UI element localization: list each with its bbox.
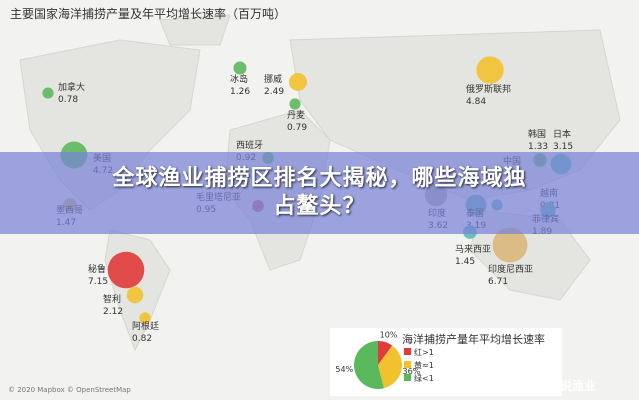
country-name: 阿根廷 xyxy=(132,320,159,332)
banner-line: 占鳌头？ xyxy=(273,194,366,219)
legend-swatch xyxy=(404,348,411,355)
pie-slice xyxy=(378,345,403,389)
pie-label: 36% xyxy=(403,367,421,376)
country-name: 冰岛 xyxy=(230,73,248,85)
bubble xyxy=(476,56,504,84)
country-name: 秘鲁 xyxy=(88,263,106,275)
legend-item: 红>1 xyxy=(414,347,434,357)
country-name: 印度尼西亚 xyxy=(488,263,533,275)
country-value: 2.12 xyxy=(103,307,123,317)
watermark: 搜狐号@数说渔业 xyxy=(500,378,596,393)
country-value: 0.82 xyxy=(132,334,152,344)
bubble xyxy=(233,61,247,75)
country-value: 1.45 xyxy=(455,257,475,267)
legend-item: 绿<1 xyxy=(414,374,434,383)
country-value: 0.78 xyxy=(58,95,78,105)
bubble xyxy=(139,312,151,324)
country-value: 3.15 xyxy=(553,142,573,152)
country-value: 1.26 xyxy=(230,87,250,97)
country-value: 6.71 xyxy=(488,277,508,287)
bubble xyxy=(492,227,528,263)
title: 主要国家海洋捕捞产量及年平均增长速率（百万吨） xyxy=(10,6,286,21)
bubble xyxy=(289,98,301,110)
pie-label: 54% xyxy=(335,365,353,374)
country-name: 挪威 xyxy=(264,73,282,85)
country-name: 智利 xyxy=(103,293,121,305)
country-name: 俄罗斯联邦 xyxy=(466,83,511,95)
pie-slice xyxy=(354,341,384,389)
country-value: 2.49 xyxy=(264,87,284,97)
country-name: 马来西亚 xyxy=(455,244,491,255)
country-value: 4.84 xyxy=(466,97,486,107)
legend-item: 黄≈1 xyxy=(414,360,434,370)
legend-swatch xyxy=(404,374,411,381)
legend-title: 海洋捕捞产量年平均增长速率 xyxy=(402,332,545,346)
country-value: 7.15 xyxy=(88,277,108,287)
legend-swatch xyxy=(404,361,411,368)
country-name: 丹麦 xyxy=(287,109,305,121)
bubble xyxy=(42,87,54,99)
banner-line: 全球渔业捕捞区排名大揭秘，哪些海域独 xyxy=(112,166,527,191)
pie-label: 10% xyxy=(380,331,398,340)
country-name: 加拿大 xyxy=(58,81,85,93)
bubble xyxy=(126,286,144,304)
banner: 全球渔业捕捞区排名大揭秘，哪些海域独 占鳌头？ xyxy=(0,152,639,234)
country-name: 韩国 xyxy=(528,128,546,140)
country-name: 日本 xyxy=(553,128,571,140)
bubble xyxy=(107,251,145,289)
bubble xyxy=(289,73,307,91)
pie-slice xyxy=(378,341,393,365)
country-value: 0.79 xyxy=(287,123,307,133)
credit: © 2020 Mapbox © OpenStreetMap xyxy=(8,386,131,394)
country-name: 西班牙 xyxy=(236,139,263,151)
country-value: 1.33 xyxy=(528,142,548,152)
